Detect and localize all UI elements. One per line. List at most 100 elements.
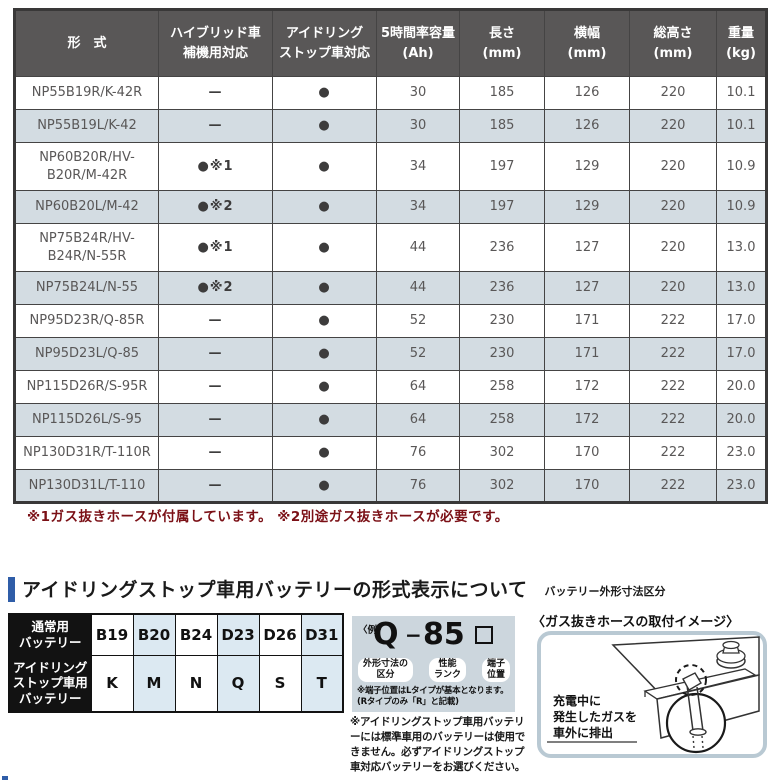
normal-battery-row: 通常用 バッテリー B19 B20 B24 D23 D26 D31 <box>9 613 344 656</box>
weight-cell: 23.0 <box>716 436 767 470</box>
example-size-code: Q <box>373 617 399 652</box>
col-header-model: 形 式 <box>14 9 159 77</box>
length-cell: 258 <box>459 370 545 404</box>
height-cell: 220 <box>629 109 717 143</box>
capacity-cell: 30 <box>376 109 460 143</box>
size-code-cell: M <box>132 654 176 713</box>
length-cell: 258 <box>459 403 545 437</box>
length-cell: 197 <box>459 142 545 191</box>
spec-header-row: 形 式 ハイブリッド車 補機用対応 アイドリング ストップ車対応 5時間率容量 … <box>14 9 767 77</box>
table-row: NP75B24L/N-55 ●※2 ● 44 236 127 220 13.0 <box>14 271 767 305</box>
capacity-cell: 30 <box>376 76 460 110</box>
idling-cell: ● <box>272 190 377 224</box>
size-code-cell: B19 <box>90 613 134 656</box>
height-cell: 220 <box>629 223 717 272</box>
size-code-cell: D31 <box>300 613 344 656</box>
example-label: 〈例〉 <box>358 625 387 636</box>
weight-cell: 20.0 <box>716 370 767 404</box>
width-cell: 172 <box>544 403 630 437</box>
hybrid-cell: ●※1 <box>158 223 273 272</box>
weight-cell: 17.0 <box>716 304 767 338</box>
terminal-position-placeholder-box <box>475 626 493 644</box>
table-row: NP130D31R/T-110R — ● 76 302 170 222 23.0 <box>14 436 767 470</box>
idling-cell: ● <box>272 304 377 338</box>
hose-diagram-box: 充電中に 発生したガスを 車外に排出 <box>537 631 767 758</box>
battery-hose-illustration <box>547 636 760 754</box>
weight-cell: 20.0 <box>716 403 767 437</box>
capacity-cell: 76 <box>376 469 460 503</box>
col-header-weight: 重量 (kg) <box>716 9 767 77</box>
height-cell: 220 <box>629 76 717 110</box>
example-code-row: 〈例〉 Q − 85 <box>357 617 511 657</box>
size-code-cell: D23 <box>216 613 260 656</box>
hybrid-cell: — <box>158 337 273 371</box>
idling-cell: ● <box>272 142 377 191</box>
height-cell: 220 <box>629 271 717 305</box>
size-code-cell: S <box>258 654 302 713</box>
gas-hose-footnote: ※1ガス抜きホースが付属しています。 ※2別途ガス抜きホースが必要です。 <box>27 509 509 525</box>
weight-cell: 13.0 <box>716 223 767 272</box>
capacity-cell: 44 <box>376 223 460 272</box>
section-heading: アイドリングストップ車用バッテリーの形式表示について バッテリー外形寸法区分 <box>8 575 665 602</box>
heading-accent-bar <box>8 577 15 602</box>
capacity-cell: 52 <box>376 337 460 371</box>
weight-cell: 10.1 <box>716 109 767 143</box>
size-code-cell: D26 <box>258 613 302 656</box>
length-cell: 302 <box>459 469 545 503</box>
model-cell: NP55B19L/K-42 <box>14 109 159 143</box>
hybrid-cell: — <box>158 76 273 110</box>
example-rank-code: 85 <box>423 617 465 652</box>
weight-cell: 13.0 <box>716 271 767 305</box>
table-row: NP95D23L/Q-85 — ● 52 230 171 222 17.0 <box>14 337 767 371</box>
model-cell: NP130D31R/T-110R <box>14 436 159 470</box>
col-header-length: 長さ (mm) <box>459 9 545 77</box>
width-cell: 171 <box>544 337 630 371</box>
table-row: NP60B20R/HV- B20R/M-42R ●※1 ● 34 197 129… <box>14 142 767 191</box>
idling-battery-row: アイドリング ストップ車用 バッテリー K M N Q S T <box>9 654 344 713</box>
model-cell: NP115D26L/S-95 <box>14 403 159 437</box>
length-cell: 197 <box>459 190 545 224</box>
idling-cell: ● <box>272 337 377 371</box>
weight-cell: 10.9 <box>716 142 767 191</box>
model-cell: NP60B20R/HV- B20R/M-42R <box>14 142 159 191</box>
normal-battery-header: 通常用 バッテリー <box>9 614 91 655</box>
hybrid-cell: ●※1 <box>158 142 273 191</box>
table-row: NP60B20L/M-42 ●※2 ● 34 197 129 220 10.9 <box>14 190 767 224</box>
length-cell: 185 <box>459 76 545 110</box>
height-cell: 220 <box>629 190 717 224</box>
height-cell: 222 <box>629 469 717 503</box>
idling-cell: ● <box>272 436 377 470</box>
size-code-cell: Q <box>216 654 260 713</box>
hybrid-cell: — <box>158 109 273 143</box>
table-row: NP115D26L/S-95 — ● 64 258 172 222 20.0 <box>14 403 767 437</box>
col-header-idling-stop: アイドリング ストップ車対応 <box>272 9 377 77</box>
col-header-capacity: 5時間率容量 (Ah) <box>376 9 460 77</box>
example-dash: − <box>405 623 422 647</box>
size-code-cell: T <box>300 654 344 713</box>
table-row: NP75B24R/HV- B24R/N-55R ●※1 ● 44 236 127… <box>14 223 767 272</box>
width-cell: 172 <box>544 370 630 404</box>
idling-stop-warning-note: ※アイドリングストップ車用バッテリーには標準車用のバッテリーは使用できません。必… <box>350 716 526 773</box>
idling-cell: ● <box>272 223 377 272</box>
idling-cell: ● <box>272 469 377 503</box>
capacity-cell: 52 <box>376 304 460 338</box>
capacity-cell: 34 <box>376 190 460 224</box>
length-cell: 230 <box>459 337 545 371</box>
size-code-cell: K <box>90 654 134 713</box>
idling-cell: ● <box>272 403 377 437</box>
height-cell: 220 <box>629 142 717 191</box>
hybrid-cell: — <box>158 469 273 503</box>
model-cell: NP95D23R/Q-85R <box>14 304 159 338</box>
height-cell: 222 <box>629 403 717 437</box>
length-cell: 236 <box>459 223 545 272</box>
size-code-cell: B20 <box>132 613 176 656</box>
model-cell: NP95D23L/Q-85 <box>14 337 159 371</box>
table-row: NP95D23R/Q-85R — ● 52 230 171 222 17.0 <box>14 304 767 338</box>
hybrid-cell: ●※2 <box>158 271 273 305</box>
length-cell: 236 <box>459 271 545 305</box>
table-row: NP55B19R/K-42R — ● 30 185 126 220 10.1 <box>14 76 767 110</box>
width-cell: 127 <box>544 223 630 272</box>
width-cell: 127 <box>544 271 630 305</box>
idling-cell: ● <box>272 109 377 143</box>
battery-spec-table: 形 式 ハイブリッド車 補機用対応 アイドリング ストップ車対応 5時間率容量 … <box>13 8 768 504</box>
